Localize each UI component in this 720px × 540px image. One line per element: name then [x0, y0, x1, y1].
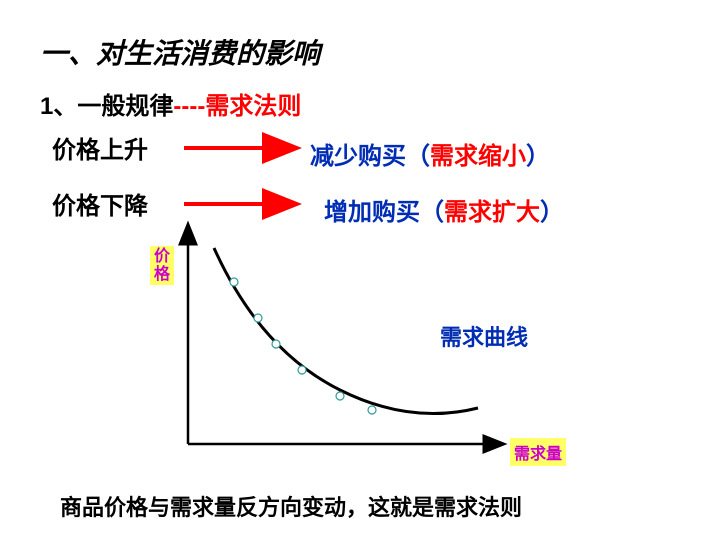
- main-title: 一、对生活消费的影响: [40, 32, 320, 72]
- row1-right: 减少购买（需求缩小）: [310, 136, 550, 171]
- subtitle-prefix: 1、一般规律: [40, 93, 173, 120]
- row2-left: 价格下降: [52, 186, 148, 221]
- row1-left: 价格上升: [52, 130, 148, 165]
- subtitle-dashes: ----: [173, 93, 205, 120]
- row2-right-prefix: 增加购买（: [324, 199, 444, 226]
- y-axis-label: 价 格: [150, 246, 174, 285]
- row2-right-mid: 需求扩大: [444, 199, 540, 226]
- x-axis-label: 需求量: [510, 438, 566, 466]
- row1-right-suffix: ）: [526, 143, 550, 170]
- y-axis-label-char2: 格: [154, 266, 170, 284]
- subtitle: 1、一般规律----需求法则: [40, 86, 301, 121]
- diagram-svg: [0, 0, 720, 540]
- row1-right-prefix: 减少购买（: [310, 143, 430, 170]
- curve-label: 需求曲线: [440, 320, 528, 352]
- footer-text: 商品价格与需求量反方向变动，这就是需求法则: [60, 490, 522, 522]
- row2-right-suffix: ）: [540, 199, 564, 226]
- subtitle-suffix: 需求法则: [205, 93, 301, 120]
- row1-right-mid: 需求缩小: [430, 143, 526, 170]
- y-axis-label-char1: 价: [154, 248, 170, 266]
- row2-right: 增加购买（需求扩大）: [324, 192, 564, 227]
